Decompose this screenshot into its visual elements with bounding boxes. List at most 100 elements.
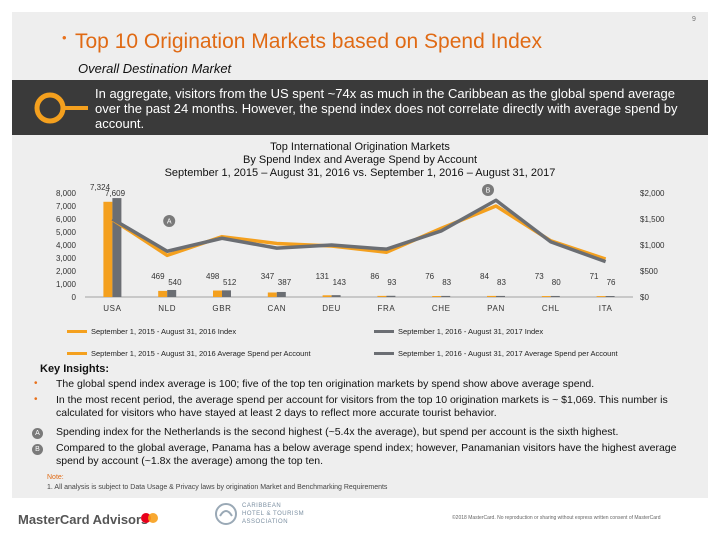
marker-a-circle xyxy=(163,215,176,227)
bar-nld-1 xyxy=(167,289,177,297)
data-label-gbr-b: 512 xyxy=(223,278,237,287)
data-label-can-a: 347 xyxy=(261,272,275,281)
bar-gbr-1 xyxy=(222,290,231,297)
chart-title-line-1: Top International Origination Markets xyxy=(270,141,450,153)
bar-chl-0 xyxy=(541,296,551,297)
category-label-usa: USA xyxy=(103,304,121,313)
category-label-pan: PAN xyxy=(487,304,505,313)
category-label-che: CHE xyxy=(432,304,451,313)
data-label-chl-b: 80 xyxy=(552,278,561,287)
title-bullet-icon: • xyxy=(62,30,67,45)
left-axis-tick: 5,000 xyxy=(56,228,77,237)
data-label-che-a: 76 xyxy=(425,272,434,281)
data-label-che-b: 83 xyxy=(442,278,451,287)
data-label-deu-b: 143 xyxy=(333,278,347,287)
insight-bullet-2: • xyxy=(34,394,38,405)
insight-3: Spending index for the Netherlands is th… xyxy=(56,426,619,438)
data-label-chl-a: 73 xyxy=(535,272,544,281)
left-axis-tick: 6,000 xyxy=(56,215,77,224)
insight-4: Compared to the global average, Panama h… xyxy=(56,442,677,467)
left-axis-tick: 3,000 xyxy=(56,254,77,263)
page-title: Top 10 Origination Markets based on Spen… xyxy=(75,30,542,53)
spend-line-0 xyxy=(111,204,607,261)
category-label-nld: NLD xyxy=(158,304,176,313)
insights-heading: Key Insights: xyxy=(40,363,110,375)
right-axis-tick: $1,500 xyxy=(640,215,665,224)
legend-label-index-2016: September 1, 2015 - August 31, 2016 Inde… xyxy=(91,327,237,336)
page-number: 9 xyxy=(692,16,696,23)
note-text: 1. All analysis is subject to Data Usage… xyxy=(47,484,388,491)
marker-a-label: A xyxy=(167,219,172,226)
right-axis-tick: $0 xyxy=(640,293,649,302)
legend-swatch-index-2016 xyxy=(67,330,87,333)
mastercard-advisors-logo: MasterCard Advisors xyxy=(18,512,149,527)
summary-banner xyxy=(12,80,708,135)
insight-bullet-1: • xyxy=(34,378,38,389)
bar-gbr-0 xyxy=(213,290,222,297)
data-label-gbr-a: 498 xyxy=(206,272,220,281)
left-axis-tick: 2,000 xyxy=(56,267,77,276)
data-label-can-b: 387 xyxy=(278,278,292,287)
copyright-text: ©2018 MasterCard. No reproduction or sha… xyxy=(452,515,661,521)
data-label-pan-b: 83 xyxy=(497,278,506,287)
category-label-fra: FRA xyxy=(377,304,395,313)
legend-swatch-spend-2016 xyxy=(67,352,87,355)
legend-label-spend-2016: September 1, 2015 - August 31, 2016 Aver… xyxy=(91,349,311,358)
spend-line-1 xyxy=(111,198,607,264)
insight-2: In the most recent period, the average s… xyxy=(56,394,668,419)
mastercard-circles-icon xyxy=(141,513,158,523)
bar-ita-0 xyxy=(596,296,606,297)
legend-label-spend-2017: September 1, 2016 - August 31, 2017 Aver… xyxy=(398,349,618,358)
right-axis-tick: $2,000 xyxy=(640,189,665,198)
category-label-ita: ITA xyxy=(599,304,613,313)
legend-label-index-2017: September 1, 2016 - August 31, 2017 Inde… xyxy=(398,327,544,336)
bar-can-1 xyxy=(276,291,286,297)
bar-che-1 xyxy=(441,295,451,297)
chart: 0 1,000 2,000 3,000 4,000 5,000 6,000 7,000 8,00… xyxy=(56,183,665,313)
data-label-usa-a: 7,324 xyxy=(90,183,111,192)
category-label-deu: DEU xyxy=(322,304,341,313)
bar-can-0 xyxy=(267,292,277,297)
insight-badge-b: B xyxy=(32,444,43,455)
page-subtitle: Overall Destination Market xyxy=(78,61,232,76)
bar-deu-1 xyxy=(331,295,341,297)
cht-logo-icon xyxy=(215,503,237,525)
bar-fra-0 xyxy=(377,295,387,297)
left-axis-tick: 0 xyxy=(72,293,77,302)
bar-fra-1 xyxy=(386,295,396,297)
bar-pan-1 xyxy=(496,295,505,297)
bar-usa-0 xyxy=(103,201,113,297)
left-axis-tick: 7,000 xyxy=(56,202,77,211)
bar-nld-0 xyxy=(158,290,168,297)
cht-logo-text: CARIBBEAN HOTEL & TOURISM ASSOCIATION xyxy=(242,503,305,525)
data-label-nld-a: 469 xyxy=(151,272,165,281)
category-label-chl: CHL xyxy=(542,304,560,313)
bar-ita-1 xyxy=(605,296,615,297)
category-label-can: CAN xyxy=(267,304,286,313)
data-label-usa-b: 7,609 xyxy=(105,189,126,198)
right-axis-tick: $500 xyxy=(640,267,658,276)
insight-badge-a: A xyxy=(32,428,43,439)
bar-usa-1 xyxy=(112,198,122,297)
data-label-ita-a: 71 xyxy=(590,272,599,281)
category-label-gbr: GBR xyxy=(212,304,231,313)
marker-b-label: B xyxy=(486,188,491,195)
bar-chl-1 xyxy=(550,295,560,297)
chart-title: Top International Origination Markets By… xyxy=(120,141,600,180)
legend-swatch-spend-2017 xyxy=(374,352,394,355)
note-heading: Note: xyxy=(47,474,64,481)
insight-1: The global spend index average is 100; f… xyxy=(56,378,595,390)
marker-b-circle xyxy=(482,184,494,196)
data-label-pan-a: 84 xyxy=(480,272,489,281)
bar-che-0 xyxy=(432,296,442,297)
data-label-fra-b: 93 xyxy=(387,278,396,287)
left-axis-tick: 4,000 xyxy=(56,241,77,250)
data-label-ita-b: 76 xyxy=(607,278,616,287)
chart-title-line-3: September 1, 2015 – August 31, 2016 vs. … xyxy=(164,167,556,179)
data-label-nld-b: 540 xyxy=(168,278,182,287)
bar-deu-0 xyxy=(322,295,332,297)
magnifier-icon xyxy=(34,92,88,124)
data-label-fra-a: 86 xyxy=(370,272,379,281)
legend-swatch-index-2017 xyxy=(374,330,394,333)
bar-pan-0 xyxy=(487,295,496,297)
